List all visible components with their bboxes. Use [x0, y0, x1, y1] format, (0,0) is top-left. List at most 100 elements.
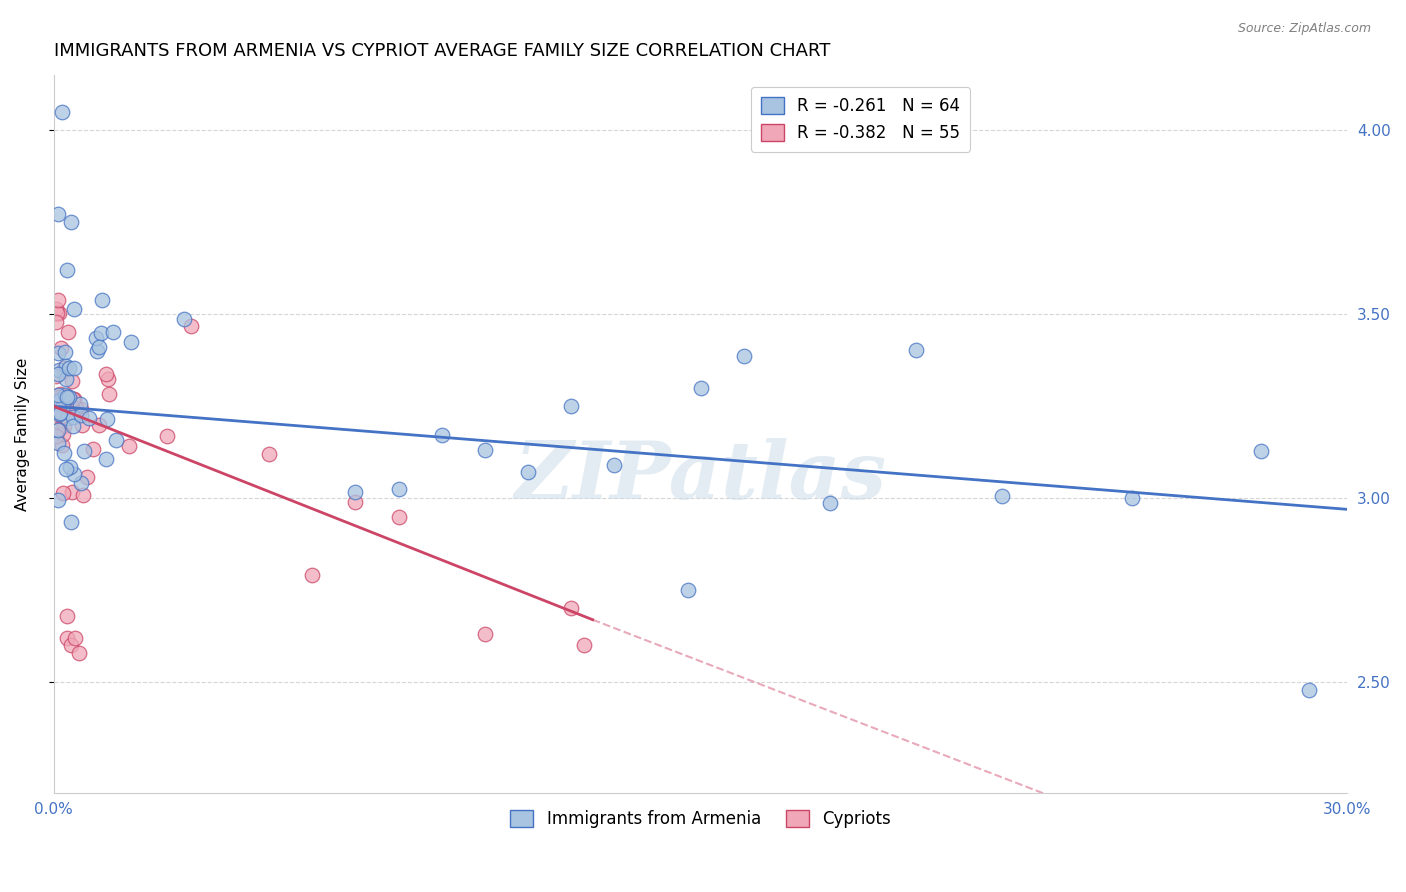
Point: [55, 263, 77, 277]
Point: [51, 409, 73, 423]
Point: [59, 215, 82, 229]
Point: [90, 326, 112, 341]
Point: [52, 418, 75, 433]
Point: [62, 418, 84, 433]
Point: [51, 342, 73, 356]
Point: [60, 374, 83, 388]
Point: [51, 391, 73, 405]
Point: [301, 567, 323, 582]
Point: [49, 392, 72, 407]
Point: [48, 407, 70, 421]
Point: [59, 639, 82, 653]
Point: [56, 410, 79, 425]
Point: [180, 318, 202, 333]
Point: [173, 312, 195, 326]
Point: [96, 412, 118, 426]
Point: [82, 442, 104, 457]
Point: [70, 417, 93, 432]
Point: [45, 394, 67, 409]
Point: [474, 442, 496, 457]
Point: [53, 361, 76, 376]
Point: [257, 447, 280, 461]
Point: [430, 428, 453, 442]
Point: [46, 293, 69, 307]
Point: [60, 515, 83, 529]
Point: [46, 306, 69, 320]
Point: [76, 469, 98, 483]
Point: [98, 387, 121, 401]
Point: [56, 389, 79, 403]
Point: [344, 494, 367, 508]
Point: [62, 392, 84, 407]
Point: [105, 434, 128, 448]
Point: [55, 391, 77, 405]
Point: [63, 467, 86, 481]
Point: [73, 444, 96, 458]
Point: [51, 438, 73, 452]
Y-axis label: Average Family Size: Average Family Size: [15, 357, 30, 510]
Point: [560, 399, 582, 413]
Point: [53, 446, 76, 460]
Point: [45, 421, 67, 435]
Text: ZIPatlas: ZIPatlas: [515, 438, 887, 516]
Point: [48, 403, 70, 417]
Point: [388, 482, 411, 496]
Point: [1121, 491, 1143, 505]
Point: [46, 423, 69, 437]
Point: [52, 485, 75, 500]
Point: [52, 427, 75, 442]
Point: [53, 387, 76, 401]
Point: [48, 363, 70, 377]
Point: [156, 428, 179, 442]
Point: [69, 475, 91, 490]
Point: [45, 306, 67, 320]
Point: [55, 359, 77, 374]
Point: [733, 349, 755, 363]
Point: [51, 105, 73, 120]
Point: [63, 302, 86, 317]
Point: [69, 646, 91, 660]
Point: [72, 488, 94, 502]
Point: [55, 462, 77, 476]
Point: [59, 460, 82, 475]
Text: IMMIGRANTS FROM ARMENIA VS CYPRIOT AVERAGE FAMILY SIZE CORRELATION CHART: IMMIGRANTS FROM ARMENIA VS CYPRIOT AVERA…: [53, 42, 830, 60]
Point: [676, 583, 699, 598]
Point: [49, 406, 72, 420]
Point: [58, 325, 80, 339]
Point: [46, 207, 69, 221]
Point: [560, 601, 582, 615]
Point: [77, 411, 100, 425]
Point: [52, 399, 75, 413]
Point: [103, 325, 125, 339]
Point: [90, 293, 112, 307]
Point: [344, 484, 367, 499]
Point: [63, 631, 86, 645]
Point: [58, 361, 80, 376]
Point: [60, 485, 83, 500]
Point: [97, 371, 120, 385]
Point: [62, 403, 84, 417]
Point: [45, 429, 67, 443]
Point: [46, 435, 69, 450]
Point: [65, 401, 87, 416]
Point: [58, 390, 80, 404]
Point: [572, 639, 595, 653]
Text: Source: ZipAtlas.com: Source: ZipAtlas.com: [1237, 22, 1371, 36]
Point: [63, 392, 86, 406]
Point: [603, 458, 626, 472]
Point: [46, 492, 69, 507]
Point: [84, 331, 107, 345]
Point: [46, 367, 69, 381]
Point: [89, 417, 111, 432]
Point: [48, 390, 70, 404]
Point: [69, 397, 91, 411]
Point: [474, 627, 496, 641]
Point: [49, 387, 72, 401]
Point: [62, 409, 84, 424]
Point: [905, 343, 928, 357]
Point: [53, 345, 76, 359]
Point: [45, 302, 67, 317]
Point: [59, 399, 82, 413]
Point: [55, 631, 77, 645]
Point: [689, 381, 711, 395]
